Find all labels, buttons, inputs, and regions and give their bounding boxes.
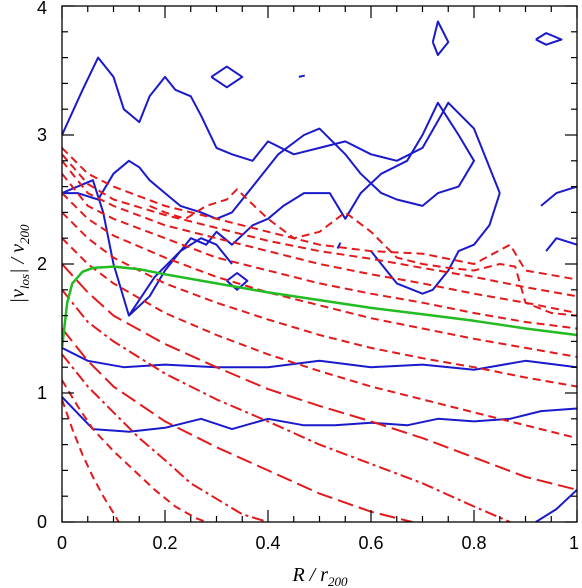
x-tick-label: 0.4 [255,533,280,553]
contour-line [210,65,244,89]
x-tick-label: 0.8 [461,533,486,553]
y-tick-labels: 0 1 2 3 4 [37,0,47,532]
contour-line [540,185,577,207]
caustic-line [62,147,577,281]
x-tick-label: 0.2 [152,533,177,553]
escape-velocity-line [62,265,577,349]
caustic-line [62,379,207,522]
y-axis-label: |vlos| / v200 [7,224,32,303]
y-axis-label-abs-close: | / v [7,244,29,274]
caustic-line [62,399,120,522]
x-tick-label: 1 [569,533,579,553]
caustic-line [62,173,577,330]
contour-line [62,56,501,194]
x-axis-label-main: R / r [291,564,328,586]
contour-line [298,74,305,78]
caustic-line [62,153,577,298]
caustic-line [62,289,511,522]
contour-line [535,32,563,46]
contour-line [62,396,577,433]
caustic-line [62,263,577,491]
x-tick-label: 0.6 [358,533,383,553]
y-tick-label: 0 [37,512,47,532]
y-tick-label: 2 [37,254,47,274]
contour-line [62,101,475,317]
x-axis-label: R / r200 [291,564,348,588]
y-axis-label-sub2: 200 [17,224,32,244]
x-tick-label: 0 [57,533,67,553]
caustic-line [62,160,577,314]
y-axis-label-abs-open: |v [7,289,29,303]
contour-line [128,237,233,317]
contour-line [336,242,342,249]
series-layer [62,20,577,522]
x-axis-label-sub: 200 [328,574,348,588]
contour-line [370,192,501,295]
caustic-line [62,327,413,522]
contour-line [431,20,450,56]
contour-line [545,237,577,252]
y-axis-label-sub1: los [17,274,32,289]
x-tick-labels: 0 0.2 0.4 0.6 0.8 1 [57,533,579,553]
caustic-line [62,192,577,358]
y-tick-label: 1 [37,383,47,403]
caustic-line [149,188,577,317]
ticks-layer [61,5,578,523]
caustic-line [62,211,577,388]
caustic-line [62,237,577,440]
contour-line [62,347,577,371]
contour-line [535,489,577,522]
y-tick-label: 3 [37,125,47,145]
y-tick-label: 4 [37,0,47,18]
caustic-line [62,353,269,522]
